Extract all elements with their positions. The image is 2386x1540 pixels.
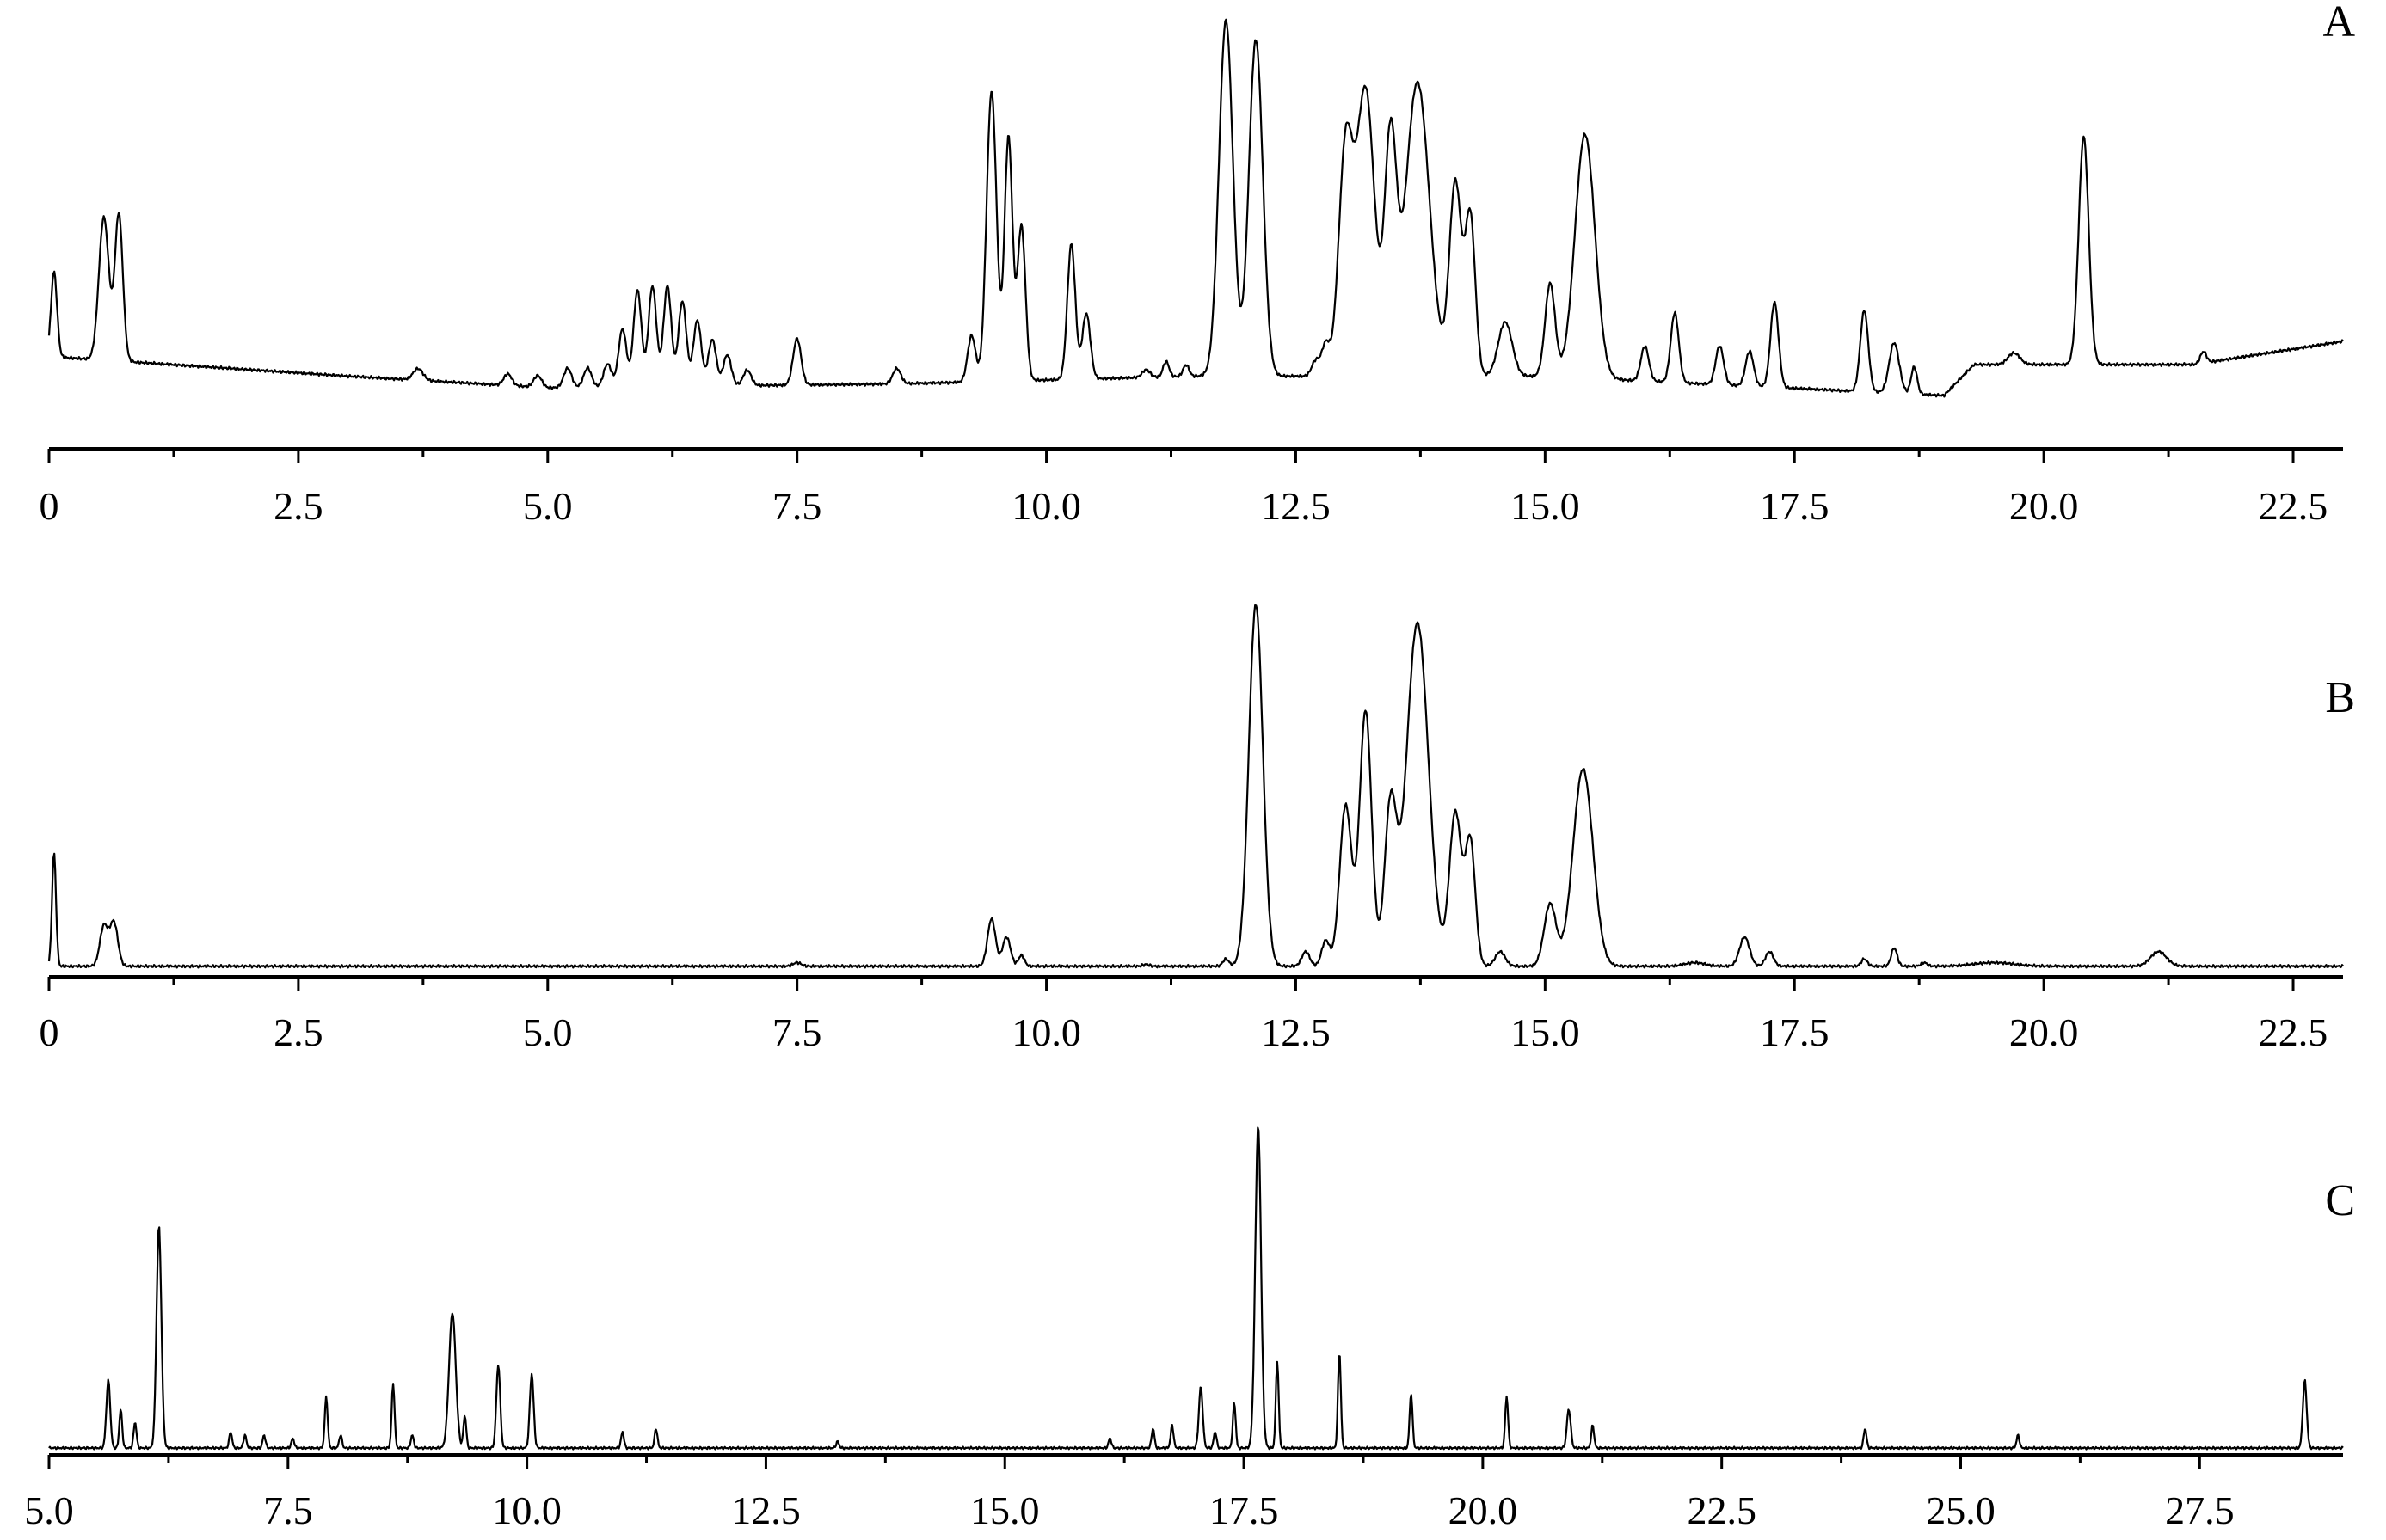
x-tick-label: 0: [40, 1010, 59, 1054]
x-tick-label: 12.5: [1261, 1010, 1331, 1054]
panel-b-tick-labels: 0 2.5 5.0 7.5 10.0 12.5 15.0 17.5 20.0 22.5: [40, 1010, 2328, 1054]
x-tick-label: 22.5: [2259, 1010, 2328, 1054]
x-tick-label: 10.0: [1012, 1010, 1081, 1054]
x-tick-label: 7.5: [772, 1010, 822, 1054]
x-tick-label: 10.0: [492, 1488, 562, 1532]
x-tick-label: 17.5: [1760, 484, 1829, 528]
x-tick-label: 22.5: [2259, 484, 2328, 528]
panel-c-tick-marks: [47, 1455, 2201, 1469]
x-tick-label: 5.0: [523, 1010, 573, 1054]
panel-c: C 5.0 7.5 10.0 12.5 15.0 17.5 20.0 22.5 25.0 27.5: [24, 1126, 2355, 1532]
panel-b: B 0 2.5 5.0 7.5 10.0 12.5 15.0 17.5 20.0 22.5: [40, 604, 2355, 1054]
x-tick-label: 2.5: [274, 1010, 323, 1054]
panel-b-label: B: [2325, 673, 2355, 722]
x-tick-label: 7.5: [263, 1488, 313, 1532]
panel-b-tick-marks: [47, 977, 2295, 991]
x-tick-label: 15.0: [1510, 484, 1580, 528]
x-tick-label: 20.0: [2009, 1010, 2079, 1054]
x-tick-label: 7.5: [772, 484, 822, 528]
x-tick-label: 5.0: [24, 1488, 74, 1532]
x-tick-label: 17.5: [1760, 1010, 1829, 1054]
panel-c-tick-labels: 5.0 7.5 10.0 12.5 15.0 17.5 20.0 22.5 25.0 27.5: [24, 1488, 2234, 1532]
x-tick-label: 22.5: [1687, 1488, 1756, 1532]
x-tick-label: 0: [40, 484, 59, 528]
x-tick-label: 10.0: [1012, 484, 1081, 528]
x-tick-label: 15.0: [1510, 1010, 1580, 1054]
panel-b-trace: [47, 604, 2344, 969]
panel-c-trace: [48, 1126, 2344, 1451]
x-tick-label: 27.5: [2165, 1488, 2235, 1532]
x-tick-label: 12.5: [1261, 484, 1331, 528]
panel-a-tick-labels: 0 2.5 5.0 7.5 10.0 12.5 15.0 17.5 20.0 22.5: [40, 484, 2328, 528]
x-tick-label: 15.0: [970, 1488, 1040, 1532]
x-tick-label: 20.0: [2009, 484, 2079, 528]
x-tick-label: 20.0: [1448, 1488, 1518, 1532]
panel-a-trace: [47, 18, 2344, 398]
panel-a-label: A: [2322, 0, 2355, 46]
x-tick-label: 2.5: [274, 484, 323, 528]
x-tick-label: 5.0: [523, 484, 573, 528]
x-tick-label: 25.0: [1926, 1488, 1996, 1532]
x-tick-label: 12.5: [731, 1488, 801, 1532]
x-tick-label: 17.5: [1209, 1488, 1279, 1532]
panel-a-tick-marks: [47, 449, 2295, 463]
panel-c-label: C: [2325, 1176, 2355, 1225]
panel-a: A 0 2.5 5.0 7.5 10.0 12.5 15.0 17.5 20.0 22.5: [40, 0, 2356, 528]
